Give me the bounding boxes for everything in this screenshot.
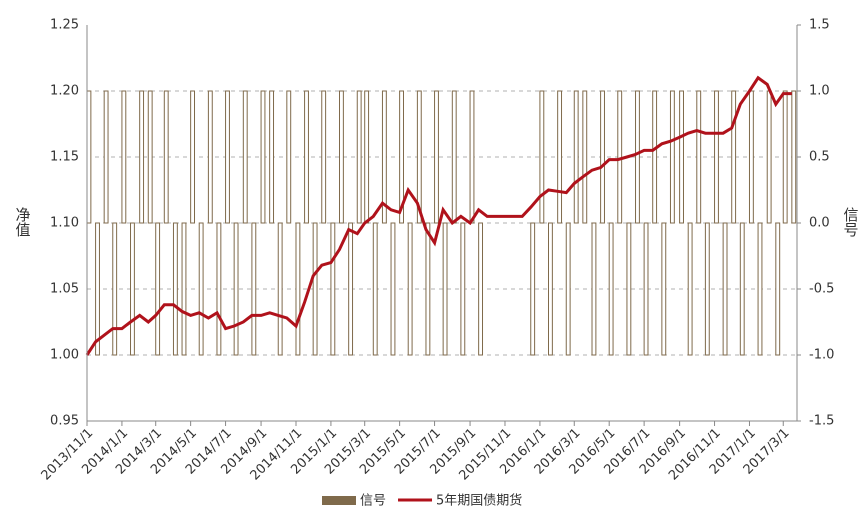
signal-bar [434,90,439,224]
signal-bar [181,222,187,356]
signal-bar [766,90,772,224]
signal-bar [416,90,422,224]
signal-bar [321,90,327,224]
signal-bar [225,90,230,224]
signal-bar [791,90,797,224]
signal-bar [775,222,781,356]
signal-bar [425,222,431,356]
signal-bar [635,90,640,224]
signal-bar [330,222,336,356]
signal-bar [216,222,222,356]
signal-bar [190,90,196,224]
signal-bar [626,222,632,356]
y-tick-label: 1.15 [50,150,79,165]
signal-bar [312,222,318,356]
signal-bar [582,90,588,224]
signal-bar [565,222,571,356]
y-tick-label: 1.25 [50,18,79,33]
signal-bar [251,222,257,356]
signal-bar [469,90,475,224]
signal-bar [372,222,378,356]
legend-label: 5年期国债期货 [436,493,522,509]
signal-bar [782,90,788,224]
signal-bar [295,222,301,356]
signal-bar [139,90,145,224]
signal-bar [242,90,248,224]
signal-bar [617,90,623,224]
y2-tick-label: -1.5 [809,414,834,429]
signal-bar [530,222,536,356]
signal-bar [687,222,693,356]
signal-bar [757,222,763,356]
signal-bar [356,90,362,224]
y2-tick-label: -1.0 [809,348,834,363]
signal-bar [548,222,553,356]
y2-tick-label: -0.5 [809,282,834,297]
signal-bar [731,90,737,224]
y-tick-label: 1.00 [50,348,79,363]
signal-bar [722,222,728,356]
signal-bar [748,90,754,224]
signal-bar [704,222,710,356]
legend-swatch [322,496,356,505]
signal-bar [339,90,344,224]
y-tick-label: 0.95 [50,414,79,429]
y2-tick-label: 0.5 [809,150,830,165]
signal-bar [381,90,387,224]
net-value-line [85,75,792,356]
signal-bar [95,222,100,356]
y-tick-label: 1.20 [50,84,79,99]
signal-bar [573,90,579,224]
signal-bar [669,90,675,224]
signal-bar [155,222,161,356]
signal-bar [643,222,649,356]
signal-bar [661,222,667,356]
signal-bar [652,90,658,224]
y2-tick-label: 1.0 [809,84,830,99]
signal-bar [364,90,370,224]
signal-bar [86,90,92,224]
signal-bar [348,222,354,356]
signal-bar [714,90,719,224]
signal-bar [304,90,309,224]
signal-bar [269,90,275,224]
signal-bar [696,90,702,224]
signal-bar [277,222,283,356]
signal-bar [478,222,484,356]
signal-bar [460,222,466,356]
signal-bar [286,90,292,224]
signal-bar [608,222,614,356]
signal-bar [679,90,684,224]
signal-bar [233,222,239,356]
signal-bar [163,90,169,224]
signal-bar [399,90,404,224]
signal-bar [260,90,266,224]
signal-bar [207,90,213,224]
signal-bar [539,90,545,224]
signal-bar [407,222,413,356]
signal-bar [112,222,118,356]
legend-label: 信号 [360,494,386,509]
y-axis-title: 净值 [14,207,32,237]
y-tick-label: 1.10 [50,216,79,231]
signal-bar [591,222,597,356]
signal-bar [390,222,396,356]
y-tick-label: 1.05 [50,282,79,297]
y2-tick-label: 0.0 [809,216,830,231]
signal-bar [103,90,109,224]
signal-bar [739,222,745,356]
signal-bar [557,90,563,224]
y2-axis-title: 信号 [842,207,860,238]
signal-bar [451,90,457,224]
signal-bar [121,90,127,224]
signal-bar [147,90,153,224]
signal-bar [442,222,448,356]
signal-bar [172,222,178,356]
signal-bar [198,222,204,356]
y2-tick-label: 1.5 [809,18,830,33]
signal-bar [600,90,605,224]
signal-bar [130,222,135,356]
